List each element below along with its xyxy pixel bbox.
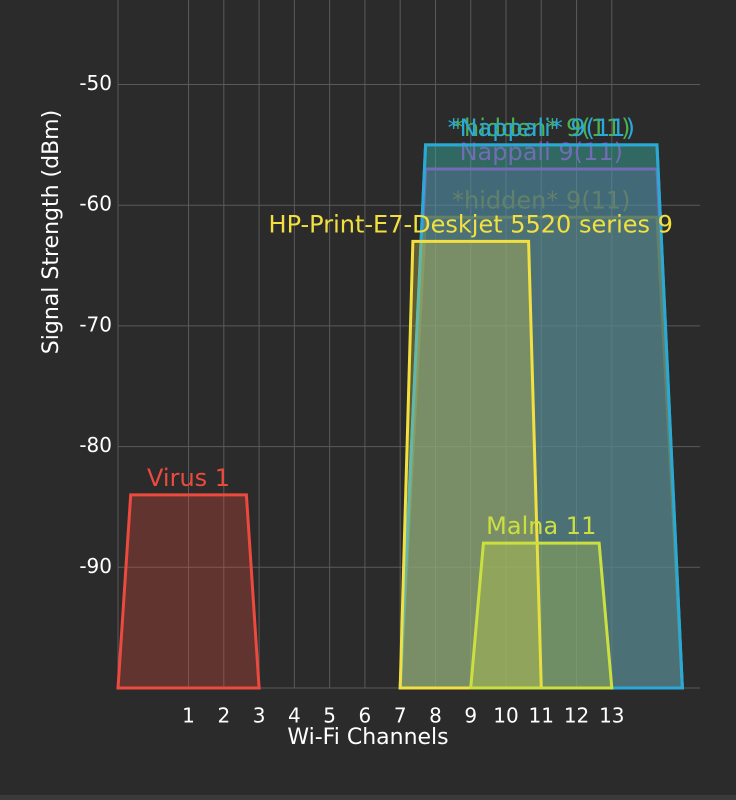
x-tick-label: 7 bbox=[394, 704, 407, 728]
x-tick-label: 8 bbox=[429, 704, 442, 728]
x-tick-label: 11 bbox=[529, 704, 554, 728]
y-tick-label: -90 bbox=[79, 554, 112, 578]
y-tick-label: -60 bbox=[79, 192, 112, 216]
x-tick-label: 10 bbox=[493, 704, 518, 728]
x-tick-label: 5 bbox=[323, 704, 336, 728]
x-tick-label: 3 bbox=[253, 704, 266, 728]
y-axis-title: Signal Strength (dBm) bbox=[39, 110, 64, 354]
network-signal bbox=[116, 493, 261, 690]
bottom-bar bbox=[0, 795, 736, 800]
x-tick-label: 9 bbox=[464, 704, 477, 728]
x-tick-label: 4 bbox=[288, 704, 301, 728]
y-tick-label: -50 bbox=[79, 71, 112, 95]
network-label: *hidden* 9(11) bbox=[452, 186, 631, 214]
y-tick-label: -80 bbox=[79, 433, 112, 457]
x-tick-label: 13 bbox=[599, 704, 624, 728]
network-label: HP-Print-E7-Deskjet 5520 series 9 bbox=[269, 210, 673, 238]
network-label: Nappali 9(11) bbox=[460, 138, 623, 166]
x-tick-label: 1 bbox=[182, 704, 195, 728]
network-label: Malna 11 bbox=[486, 512, 596, 540]
network-label: *Nappali* 9(11) bbox=[448, 114, 635, 142]
x-tick-label: 2 bbox=[217, 704, 230, 728]
x-tick-label: 6 bbox=[359, 704, 372, 728]
y-tick-label: -70 bbox=[79, 312, 112, 336]
x-tick-label: 12 bbox=[564, 704, 589, 728]
network-signal bbox=[469, 541, 614, 690]
x-axis-title: Wi-Fi Channels bbox=[287, 725, 448, 750]
network-label: Virus 1 bbox=[147, 464, 230, 492]
network-label: *hidden* 9(11) bbox=[452, 114, 631, 142]
